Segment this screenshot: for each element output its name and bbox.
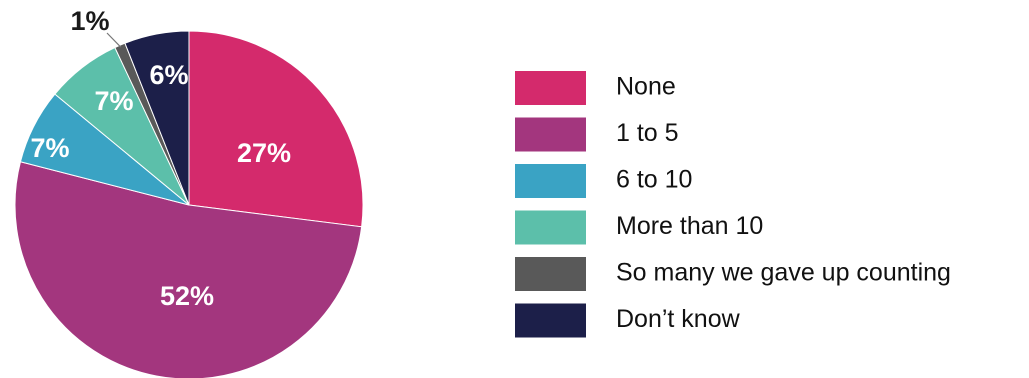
legend-swatch-3 bbox=[515, 164, 586, 198]
legend-label-2: 1 to 5 bbox=[616, 119, 679, 147]
pie-slice-2 bbox=[14, 161, 363, 378]
slice-label-4: 7% bbox=[94, 86, 133, 116]
leader-line bbox=[106, 32, 122, 48]
slice-label-5: 1% bbox=[70, 6, 109, 36]
legend-swatch-4 bbox=[515, 210, 586, 245]
legend-swatch-6 bbox=[515, 303, 586, 338]
slice-label-1: 27% bbox=[237, 138, 291, 168]
leader-lines bbox=[106, 32, 122, 48]
legend-swatch-2 bbox=[515, 117, 586, 152]
legend-label-4: More than 10 bbox=[616, 212, 763, 240]
legend-swatch-1 bbox=[515, 71, 586, 105]
legend-label-3: 6 to 10 bbox=[616, 166, 692, 194]
slice-label-6: 6% bbox=[149, 60, 188, 90]
slice-labels: 27% 52% 7% 7% 1% 6% bbox=[30, 6, 291, 311]
pie-slice-6 bbox=[124, 30, 190, 206]
legend-label-1: None bbox=[616, 73, 676, 101]
legend-label-5: So many we gave up counting bbox=[616, 259, 951, 287]
legend-label-6: Don’t know bbox=[616, 305, 741, 333]
pie-slices bbox=[14, 30, 364, 378]
pie-slice-1 bbox=[188, 30, 364, 228]
legend: None 1 to 5 6 to 10 More than 10 So many we … bbox=[515, 71, 951, 338]
legend-swatch-5 bbox=[515, 257, 586, 291]
slice-label-3: 7% bbox=[30, 133, 69, 163]
slice-label-2: 52% bbox=[160, 281, 214, 311]
